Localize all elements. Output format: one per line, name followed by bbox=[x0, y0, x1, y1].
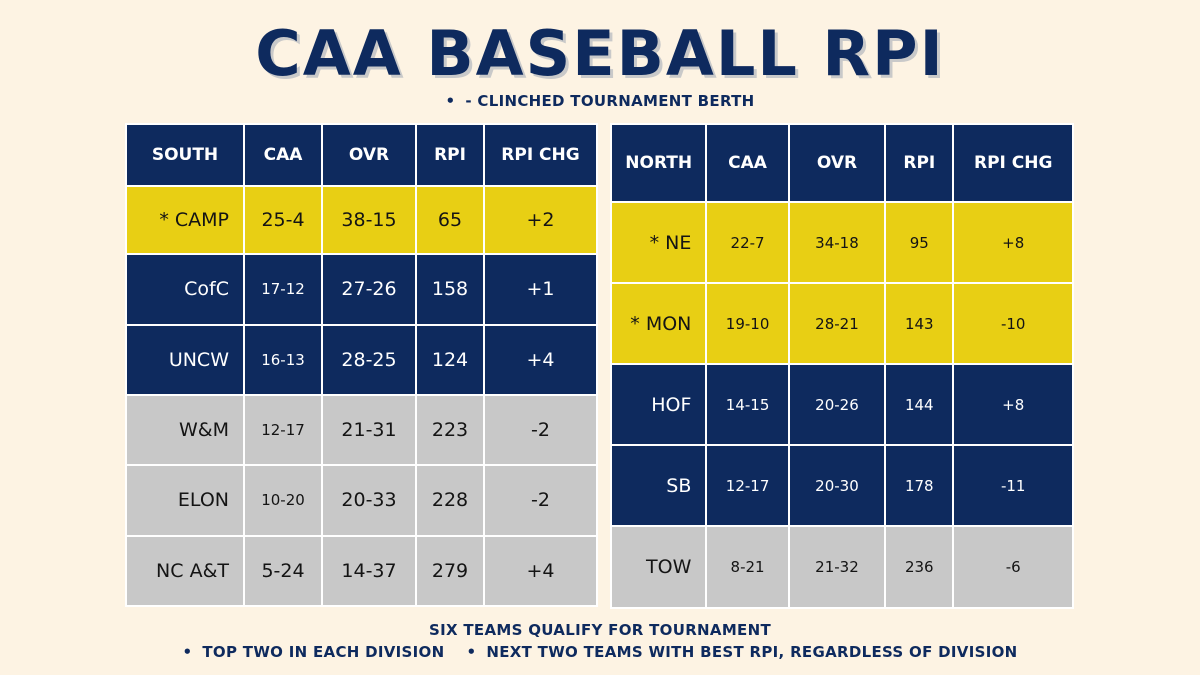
column-header-ovr: OVR bbox=[789, 125, 885, 201]
table-row: SB 12-17 20-30 178 -11 bbox=[612, 446, 1072, 525]
overall-record: 27-26 bbox=[323, 255, 415, 324]
rpi-value: 95 bbox=[886, 203, 953, 282]
overall-record: 20-26 bbox=[789, 365, 885, 444]
rpi-value: 65 bbox=[417, 187, 483, 254]
rpi-value: 143 bbox=[886, 284, 953, 363]
column-header-division: SOUTH bbox=[127, 125, 243, 185]
team-name: * MON bbox=[612, 284, 706, 363]
column-header-caa: CAA bbox=[245, 125, 321, 185]
legend: • - CLINCHED TOURNAMENT BERTH bbox=[0, 92, 1200, 110]
column-header-division: NORTH bbox=[612, 125, 706, 201]
bullet-icon: • bbox=[466, 643, 477, 661]
page-title: CAA BASEBALL RPI bbox=[255, 17, 945, 90]
rpi-value: 158 bbox=[417, 255, 483, 324]
rpi-change: -2 bbox=[485, 466, 596, 535]
rpi-change: +8 bbox=[954, 365, 1072, 444]
overall-record: 34-18 bbox=[789, 203, 885, 282]
caa-record: 22-7 bbox=[707, 203, 788, 282]
rpi-change: -10 bbox=[954, 284, 1072, 363]
table-row: CofC 17-12 27-26 158 +1 bbox=[127, 255, 596, 324]
team-name: * NE bbox=[612, 203, 706, 282]
caa-record: 17-12 bbox=[245, 255, 321, 324]
column-header-rpi-chg: RPI CHG bbox=[954, 125, 1072, 201]
bullet-icon: • bbox=[182, 643, 193, 661]
caa-record: 12-17 bbox=[245, 395, 321, 465]
footer-rules: • TOP TWO IN EACH DIVISION • NEXT TWO TEAMS… bbox=[0, 643, 1200, 661]
team-name: UNCW bbox=[127, 325, 243, 394]
table-row: W&M 12-17 21-31 223 -2 bbox=[127, 395, 596, 465]
column-header-caa: CAA bbox=[707, 125, 788, 201]
table-row: ELON 10-20 20-33 228 -2 bbox=[127, 466, 596, 535]
rpi-value: 228 bbox=[417, 466, 483, 535]
caa-record: 19-10 bbox=[707, 284, 788, 363]
table-row: NC A&T 5-24 14-37 279 +4 bbox=[127, 536, 596, 605]
footer-headline: SIX TEAMS QUALIFY FOR TOURNAMENT bbox=[429, 621, 771, 639]
caa-record: 14-15 bbox=[707, 365, 788, 444]
rpi-change: +4 bbox=[485, 325, 596, 394]
team-name: TOW bbox=[612, 527, 706, 607]
rpi-change: +8 bbox=[954, 203, 1072, 282]
caa-record: 8-21 bbox=[707, 527, 788, 607]
north-division-table: NORTH CAA OVR RPI RPI CHG * NE 22-7 34-1… bbox=[610, 123, 1074, 609]
column-header-rpi: RPI bbox=[886, 125, 953, 201]
table-row: * CAMP 25-4 38-15 65 +2 bbox=[127, 187, 596, 254]
team-name: NC A&T bbox=[127, 536, 243, 605]
overall-record: 38-15 bbox=[323, 187, 415, 254]
rpi-value: 178 bbox=[886, 446, 953, 525]
caa-record: 5-24 bbox=[245, 536, 321, 605]
overall-record: 20-30 bbox=[789, 446, 885, 525]
overall-record: 20-33 bbox=[323, 466, 415, 535]
overall-record: 28-25 bbox=[323, 325, 415, 394]
team-name: ELON bbox=[127, 466, 243, 535]
team-name: * CAMP bbox=[127, 187, 243, 254]
overall-record: 14-37 bbox=[323, 536, 415, 605]
caa-record: 12-17 bbox=[707, 446, 788, 525]
team-name: CofC bbox=[127, 255, 243, 324]
rpi-change: -2 bbox=[485, 395, 596, 465]
rpi-value: 124 bbox=[417, 325, 483, 394]
column-header-rpi: RPI bbox=[417, 125, 483, 185]
rpi-change: -11 bbox=[954, 446, 1072, 525]
south-division-table: SOUTH CAA OVR RPI RPI CHG * CAMP 25-4 38… bbox=[125, 123, 598, 607]
table-row: * MON 19-10 28-21 143 -10 bbox=[612, 284, 1072, 363]
legend-text: - CLINCHED TOURNAMENT BERTH bbox=[465, 92, 755, 110]
table-row: TOW 8-21 21-32 236 -6 bbox=[612, 527, 1072, 607]
table-row: UNCW 16-13 28-25 124 +4 bbox=[127, 325, 596, 394]
rpi-change: +2 bbox=[485, 187, 596, 254]
caa-record: 16-13 bbox=[245, 325, 321, 394]
team-name: HOF bbox=[612, 365, 706, 444]
rpi-value: 236 bbox=[886, 527, 953, 607]
overall-record: 28-21 bbox=[789, 284, 885, 363]
team-name: W&M bbox=[127, 395, 243, 465]
rule-top-two: TOP TWO IN EACH DIVISION bbox=[202, 643, 445, 661]
rule-best-rpi: NEXT TWO TEAMS WITH BEST RPI, REGARDLESS… bbox=[486, 643, 1018, 661]
rpi-value: 279 bbox=[417, 536, 483, 605]
bullet-icon: • bbox=[445, 92, 456, 110]
rpi-change: -6 bbox=[954, 527, 1072, 607]
rpi-value: 144 bbox=[886, 365, 953, 444]
table-header-row: SOUTH CAA OVR RPI RPI CHG bbox=[127, 125, 596, 185]
team-name: SB bbox=[612, 446, 706, 525]
table-row: * NE 22-7 34-18 95 +8 bbox=[612, 203, 1072, 282]
rpi-value: 223 bbox=[417, 395, 483, 465]
overall-record: 21-31 bbox=[323, 395, 415, 465]
caa-record: 25-4 bbox=[245, 187, 321, 254]
table-header-row: NORTH CAA OVR RPI RPI CHG bbox=[612, 125, 1072, 201]
column-header-ovr: OVR bbox=[323, 125, 415, 185]
rpi-change: +4 bbox=[485, 536, 596, 605]
rpi-change: +1 bbox=[485, 255, 596, 324]
column-header-rpi-chg: RPI CHG bbox=[485, 125, 596, 185]
caa-record: 10-20 bbox=[245, 466, 321, 535]
overall-record: 21-32 bbox=[789, 527, 885, 607]
table-row: HOF 14-15 20-26 144 +8 bbox=[612, 365, 1072, 444]
